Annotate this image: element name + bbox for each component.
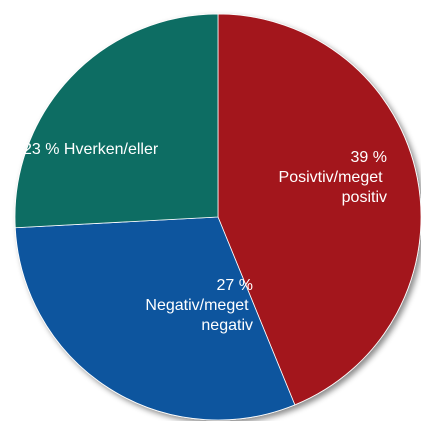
value-label: 39 % <box>351 149 387 166</box>
pie-slice <box>14 13 219 229</box>
category-label: Negativ/meget negativ <box>145 297 253 334</box>
pie <box>14 13 421 421</box>
category-label: Hverken/eller <box>64 141 159 158</box>
value-label: 23 % <box>23 141 64 158</box>
value-label: 27 % <box>217 277 253 294</box>
pie-slice <box>217 13 421 406</box>
category-label: Posivtiv/meget positiv <box>279 169 387 206</box>
slice-label: 23 % Hverken/eller <box>23 141 159 158</box>
pie-slice <box>14 216 296 421</box>
